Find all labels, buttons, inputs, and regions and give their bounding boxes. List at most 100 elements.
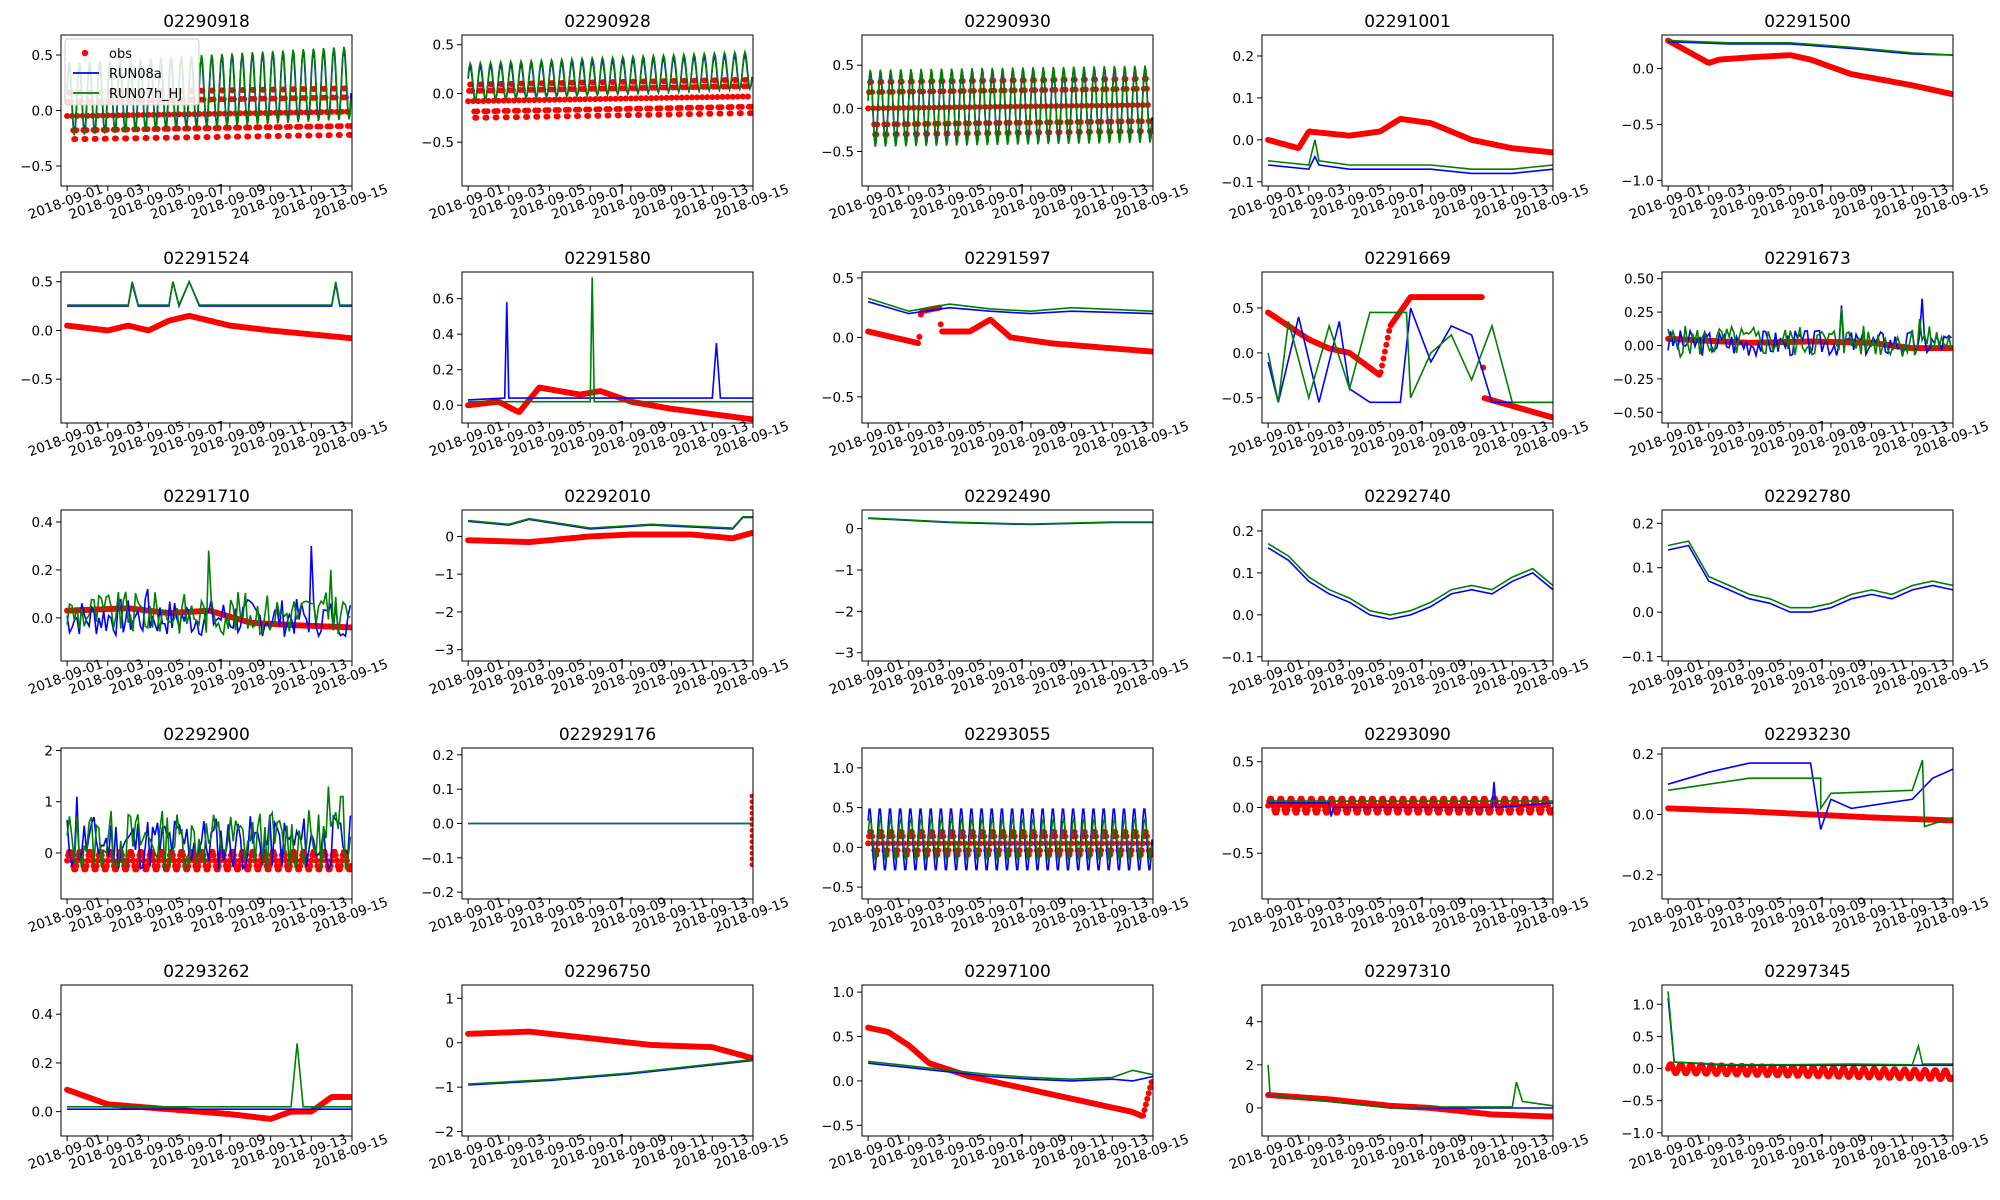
panel-02291669: 02291669−0.50.00.52018-09-012018-09-0320… <box>1221 249 1591 460</box>
y-tick-label: 0.2 <box>433 748 454 764</box>
RUN07h_HJ-line <box>67 279 352 308</box>
obs-point <box>246 863 253 870</box>
obs-point <box>657 105 664 112</box>
plot-area <box>64 545 352 639</box>
panel-title: 02291597 <box>964 249 1051 269</box>
RUN08a-line <box>468 1059 753 1086</box>
obs-point <box>719 93 726 100</box>
y-tick-label: 0 <box>1245 1101 1254 1117</box>
obs-point <box>317 123 324 130</box>
obs-point <box>104 857 111 864</box>
obs-point <box>656 111 663 118</box>
obs-point <box>625 112 632 119</box>
obs-point <box>916 333 923 340</box>
RUN07h_HJ-line <box>66 46 352 136</box>
obs-point <box>595 112 602 119</box>
obs-point <box>338 857 345 864</box>
obs-point <box>214 133 221 140</box>
RUN07h_HJ-line <box>1667 759 1953 828</box>
y-tick-label: 0.4 <box>32 1007 53 1023</box>
axes-frame <box>861 747 1154 900</box>
plot-area <box>865 297 1153 355</box>
obs-point <box>587 96 594 103</box>
obs-point <box>347 624 352 631</box>
plot-area <box>1667 540 1953 613</box>
axes-frame <box>60 747 353 900</box>
obs-point <box>564 113 571 120</box>
panel-02291580: 022915800.00.20.40.62018-09-012018-09-03… <box>427 249 791 460</box>
obs-point <box>306 132 313 139</box>
obs-point <box>92 135 99 142</box>
axes-frame <box>1661 34 1954 187</box>
panel-02293230: 02293230−0.20.00.22018-09-012018-09-0320… <box>1621 725 1991 936</box>
y-tick-label: 0.2 <box>1233 524 1254 540</box>
obs-point <box>534 113 541 120</box>
plot-area <box>1665 37 1953 97</box>
panel-title: 02297100 <box>964 962 1051 982</box>
obs-point <box>615 112 622 119</box>
y-tick-label: 0.0 <box>32 104 53 120</box>
y-tick-label: 0.2 <box>32 563 53 579</box>
y-tick-label: −0.5 <box>821 1118 854 1134</box>
y-tick-label: 1.0 <box>833 985 854 1001</box>
obs-point <box>282 857 289 864</box>
panel-02291673: 02291673−0.50−0.250.000.250.502018-09-01… <box>1613 249 1992 460</box>
obs-point <box>748 103 753 110</box>
axes-frame <box>1261 34 1554 187</box>
obs-point <box>687 104 694 111</box>
obs-point <box>483 114 490 121</box>
panel-02293090: 02293090−0.50.00.52018-09-012018-09-0320… <box>1221 725 1591 936</box>
y-tick-label: −0.1 <box>1221 650 1254 666</box>
obs-point <box>346 131 352 138</box>
axes-frame <box>1661 271 1954 424</box>
y-tick-label: 0 <box>44 846 53 862</box>
RUN07h_HJ-line <box>468 1058 753 1085</box>
y-tick-label: −0.5 <box>821 390 854 406</box>
y-tick-label: 0.0 <box>32 323 53 339</box>
obs-point <box>574 113 581 120</box>
obs-point <box>225 863 232 870</box>
obs-point <box>83 863 90 870</box>
obs-point <box>484 108 491 115</box>
obs-point <box>473 114 480 121</box>
panel-title: 02291524 <box>163 249 250 269</box>
obs-point <box>526 97 533 104</box>
obs-point <box>739 93 746 100</box>
obs-point <box>737 110 744 117</box>
obs-point <box>1142 1101 1149 1108</box>
RUN07h_HJ-line <box>468 277 753 403</box>
obs-point <box>347 335 352 342</box>
obs-point <box>256 124 263 131</box>
obs-point <box>112 135 119 142</box>
obs-point <box>200 96 207 103</box>
obs-point <box>515 97 522 104</box>
RUN08a-line <box>1668 40 1953 56</box>
obs-point <box>1948 90 1953 97</box>
panel-02292490: 02292490−3−2−102018-09-012018-09-032018-… <box>827 487 1191 698</box>
obs-point <box>727 110 734 117</box>
obs-point <box>256 863 263 870</box>
obs-point <box>545 107 552 114</box>
y-tick-label: −1.0 <box>1621 173 1654 189</box>
plot-area <box>465 1028 753 1086</box>
RUN07h_HJ-line <box>1268 139 1553 170</box>
obs-point <box>668 94 675 101</box>
panel-title: 02291669 <box>1364 249 1451 269</box>
panel-title: 02293090 <box>1364 725 1451 745</box>
y-tick-label: 0.0 <box>1633 807 1654 823</box>
axes-frame <box>461 747 754 900</box>
panel-02292900: 022929000122018-09-012018-09-032018-09-0… <box>26 725 390 936</box>
plot-area <box>865 1024 1153 1119</box>
obs-point <box>1148 348 1153 355</box>
y-tick-label: 0.2 <box>1633 747 1654 763</box>
obs-point <box>596 106 603 113</box>
obs-point <box>586 106 593 113</box>
panel-02291001: 02291001−0.10.00.10.22018-09-012018-09-0… <box>1221 12 1591 223</box>
RUN07h_HJ-line <box>867 297 1153 313</box>
obs-point <box>749 799 753 805</box>
obs-point <box>495 97 502 104</box>
panel-title: 02292010 <box>564 487 651 507</box>
y-tick-label: 0.0 <box>1233 800 1254 816</box>
panel-title: 022929176 <box>559 725 656 745</box>
obs-point <box>717 110 724 117</box>
